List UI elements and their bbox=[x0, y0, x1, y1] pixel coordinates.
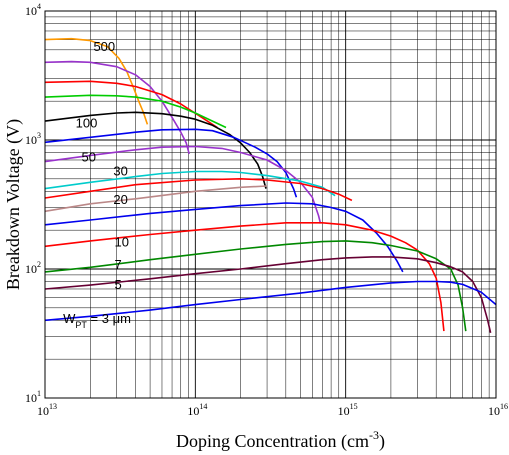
curve-label: 500 bbox=[93, 39, 115, 54]
series-line-6 bbox=[44, 128, 298, 198]
x-tick-label: 1013 bbox=[37, 402, 57, 418]
curve-label: 5 bbox=[115, 277, 122, 292]
series-line-9 bbox=[44, 178, 353, 202]
series-line-4 bbox=[44, 94, 227, 129]
series-line-7 bbox=[44, 145, 322, 224]
curve-label: 10 bbox=[115, 234, 129, 249]
y-tick-label: 102 bbox=[25, 260, 41, 276]
y-tick-label: 104 bbox=[25, 2, 41, 18]
series-line-1 bbox=[44, 37, 149, 125]
series-line-12 bbox=[44, 222, 445, 332]
series-line-5 bbox=[44, 111, 267, 189]
series-layer bbox=[44, 37, 497, 333]
x-axis-label-main: Doping Concentration (cm bbox=[176, 431, 369, 452]
y-tick-label: 103 bbox=[25, 131, 41, 147]
curve-annotations: 500 100 50 30 20 10 7 5 WPT = 3 μm bbox=[63, 39, 131, 330]
x-tick-label: 1015 bbox=[338, 402, 358, 418]
x-tick-label: 1016 bbox=[488, 402, 508, 418]
wpt-label: WPT = 3 μm bbox=[63, 311, 131, 330]
curve-label: 100 bbox=[76, 115, 98, 130]
series-line-13 bbox=[44, 240, 467, 332]
series-line-2 bbox=[44, 60, 190, 155]
x-axis-label-exponent: -3 bbox=[369, 428, 379, 442]
plot-frame bbox=[44, 10, 497, 399]
curve-label: 20 bbox=[113, 192, 127, 207]
curve-label: 50 bbox=[82, 150, 96, 165]
series-line-8 bbox=[44, 170, 336, 197]
series-line-10 bbox=[44, 185, 268, 213]
curve-label: 30 bbox=[113, 164, 127, 179]
x-axis-label: Doping Concentration (cm-3) bbox=[176, 428, 385, 452]
curve-label: 7 bbox=[115, 257, 122, 272]
x-axis-label-tail: ) bbox=[379, 431, 385, 452]
y-tick-label: 101 bbox=[25, 389, 41, 405]
series-line-14 bbox=[44, 256, 492, 333]
x-tick-label: 1014 bbox=[187, 402, 207, 418]
grid-lines bbox=[45, 11, 496, 398]
series-line-15 bbox=[44, 280, 497, 322]
y-axis-label: Breakdown Voltage (V) bbox=[3, 119, 24, 290]
tick-labels: 1013 1014 1015 1016 101 102 103 104 bbox=[25, 2, 508, 418]
